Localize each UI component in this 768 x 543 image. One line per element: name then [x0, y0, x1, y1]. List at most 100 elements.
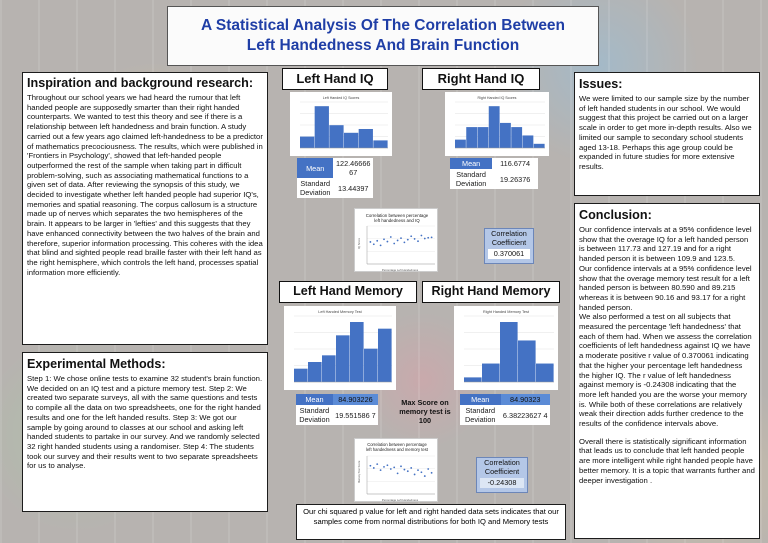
scatter-point [386, 240, 389, 243]
scatter-point [369, 241, 372, 243]
histogram-bar [358, 128, 373, 148]
inspiration-panel: Inspiration and background research: Thr… [22, 72, 268, 345]
left-iq-stats: Mean 122.46666 67 Standard Deviation 13.… [297, 158, 373, 198]
right-iq-mean-value: 116.6774 [492, 158, 538, 169]
right-iq-heading: Right Hand IQ [422, 68, 540, 90]
memory-coef-label: Correlation Coefficient [484, 458, 520, 476]
conclusion-paragraph-1: Our confidence intervals at a 95% confid… [579, 225, 752, 264]
right-iq-sd-value: 19.26376 [492, 169, 538, 189]
histogram-bar [466, 127, 478, 148]
right-memory-heading: Right Hand Memory [422, 281, 560, 303]
histogram-bar [350, 322, 364, 382]
scatter-point [430, 471, 433, 474]
scatter-point [427, 236, 430, 239]
histogram-bar [294, 368, 308, 382]
memory-correlation-chart: Correlation between percentage left hand… [354, 438, 438, 502]
scatter-point [389, 468, 392, 470]
left-memory-chart: Left Handed Memory Test [284, 306, 396, 390]
scatter-point [389, 236, 392, 238]
histogram-bar [308, 362, 322, 382]
histogram-bar [533, 143, 545, 148]
methods-body: Step 1: We chose online tests to examine… [27, 374, 263, 471]
left-iq-chart: Left Handed IQ Scores [290, 92, 392, 156]
scatter-point [413, 473, 416, 476]
iq-coef-label: Correlation Coefficient [491, 229, 527, 247]
max-score-note: Max Score on memory test is 100 [399, 398, 451, 425]
left-memory-stats: Mean 84.903226 Standard Deviation 19.551… [296, 394, 378, 425]
scatter-point [413, 238, 416, 240]
scatter-point [376, 239, 379, 242]
inspiration-heading: Inspiration and background research: [27, 76, 254, 90]
conclusion-paragraph-2: Our confidence intervals at a 95% confid… [579, 263, 752, 312]
right-iq-svg: Right Handed IQ Scores [455, 96, 545, 149]
scatter-point [403, 241, 406, 244]
histogram-bar [373, 140, 388, 148]
scatter-point [417, 240, 419, 243]
left-iq-mean-label: Mean [297, 158, 334, 178]
scatter-point [427, 468, 430, 470]
left-iq-sd-value: 13.44397 [333, 178, 373, 198]
memory-correlation-svg: Correlation between percentage left hand… [357, 442, 435, 502]
left-memory-sd-value: 19.551586 7 [332, 405, 378, 425]
iq-coef-value: 0.370061 [488, 249, 530, 259]
right-memory-stats: Mean 84.90323 Standard Deviation 6.38223… [460, 394, 550, 425]
scatter-point [386, 464, 389, 467]
issues-panel: Issues: We were limited to our sample si… [574, 72, 760, 196]
histogram-bar [344, 132, 359, 148]
scatter-point [403, 468, 406, 471]
iq-correlation-coefficient: Correlation Coefficient 0.370061 [484, 228, 534, 264]
histogram-bar [329, 125, 344, 148]
memory-correlation-title-2: left handedness and memory test [366, 447, 429, 452]
scatter-point [372, 243, 375, 246]
histogram-bar [536, 363, 554, 382]
memory-correlation-title-1: Correlation between percentage [367, 442, 427, 447]
scatter-point [376, 463, 379, 466]
title-line-2: Left Handedness And Brain Function [246, 37, 520, 54]
scatter-point [396, 239, 399, 242]
scatter-point [410, 235, 413, 238]
scatter-point [379, 469, 382, 472]
scatter-point [400, 465, 402, 468]
right-iq-chart: Right Handed IQ Scores [445, 92, 549, 156]
left-iq-mean-value: 122.46666 67 [333, 158, 373, 178]
histogram-bar [518, 340, 536, 382]
right-iq-stats: Mean 116.6774 Standard Deviation 19.2637… [450, 158, 538, 189]
scatter-point [410, 467, 413, 469]
conclusion-paragraph-4: Overall there is statistically significa… [579, 436, 755, 485]
scatter-point [406, 470, 409, 473]
issues-heading: Issues: [579, 77, 623, 91]
left-iq-sd-label: Standard Deviation [297, 178, 334, 198]
right-memory-svg: Right Handed Memory Test [464, 310, 554, 383]
scatter-point [372, 467, 375, 469]
right-memory-chart-title: Right Handed Memory Test [483, 310, 530, 314]
histogram-bar [482, 363, 500, 382]
histogram-bar [488, 106, 500, 148]
scatter-point [383, 238, 385, 241]
histogram-bar [500, 322, 518, 382]
histogram-bar [336, 335, 350, 382]
chi-squared-note: Our chi squared p value for left and rig… [296, 504, 566, 540]
left-iq-svg: Left Handed IQ Scores [300, 96, 388, 149]
left-memory-svg: Left Handed Memory Test [294, 310, 392, 383]
scatter-point [417, 469, 419, 472]
memory-correlation-coefficient: Correlation Coefficient -0.24308 [476, 457, 528, 493]
iq-correlation-chart: Correlation between percentage left hand… [354, 208, 438, 272]
memory-coef-value: -0.24308 [480, 478, 524, 488]
conclusion-heading: Conclusion: [579, 208, 652, 222]
memory-correlation-xlabel: Percentage Left Handedness [382, 498, 419, 502]
left-memory-heading: Left Hand Memory [279, 281, 417, 303]
iq-correlation-title-1: Correlation between percentage [366, 213, 429, 218]
memory-correlation-ylabel: Memory Test Score [357, 460, 361, 483]
histogram-bar [314, 106, 329, 148]
scatter-point [396, 472, 399, 475]
iq-correlation-ylabel: IQ Score [357, 238, 361, 249]
scatter-point [423, 475, 426, 477]
histogram-bar [378, 328, 392, 382]
scatter-point [420, 471, 423, 474]
left-memory-mean-label: Mean [296, 394, 333, 405]
histogram-bar [455, 139, 466, 148]
left-iq-heading: Left Hand IQ [282, 68, 388, 90]
histogram-bar [464, 377, 482, 382]
histogram-bar [477, 127, 489, 148]
scatter-point [379, 244, 382, 247]
